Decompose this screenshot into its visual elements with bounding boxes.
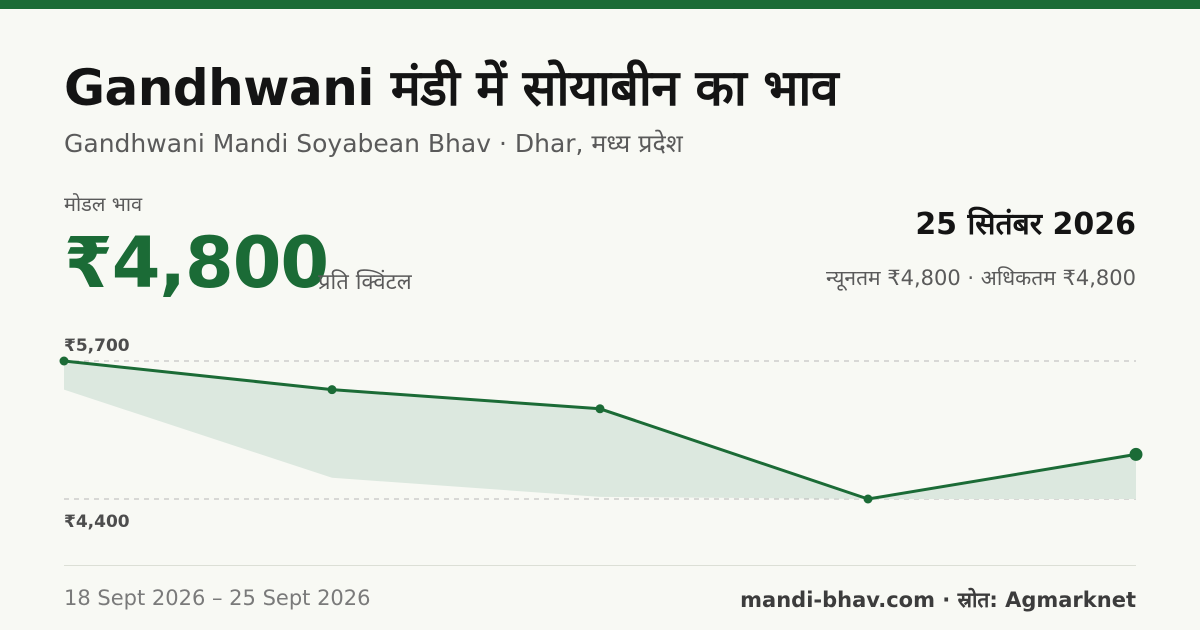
data-point bbox=[59, 356, 69, 366]
page-subtitle: Gandhwani Mandi Soyabean Bhav · Dhar, मध… bbox=[64, 129, 683, 158]
top-accent-bar bbox=[0, 0, 1200, 9]
model-price-value: ₹4,800 bbox=[64, 222, 329, 304]
price-unit: प्रति क्विंटल bbox=[318, 270, 412, 295]
price-trend-chart: ₹5,700 ₹4,400 bbox=[59, 336, 1143, 532]
price-date: 25 सितंबर 2026 bbox=[915, 207, 1136, 242]
page-title: Gandhwani मंडी में सोयाबीन का भाव bbox=[64, 59, 839, 117]
footer-divider bbox=[64, 565, 1136, 566]
min-max-price: न्यूनतम ₹4,800 · अधिकतम ₹4,800 bbox=[826, 266, 1136, 290]
date-range: 18 Sept 2026 – 25 Sept 2026 bbox=[64, 586, 371, 610]
data-point bbox=[1129, 447, 1143, 461]
data-point bbox=[863, 494, 873, 504]
y-tick-max: ₹5,700 bbox=[64, 336, 130, 356]
min-modal-band bbox=[64, 361, 1136, 499]
source-credit: mandi-bhav.com · स्रोत: Agmarknet bbox=[740, 588, 1136, 612]
y-tick-min: ₹4,400 bbox=[64, 512, 130, 532]
data-point bbox=[595, 404, 605, 414]
data-point bbox=[327, 385, 337, 395]
model-price-label: मोडल भाव bbox=[64, 192, 143, 216]
